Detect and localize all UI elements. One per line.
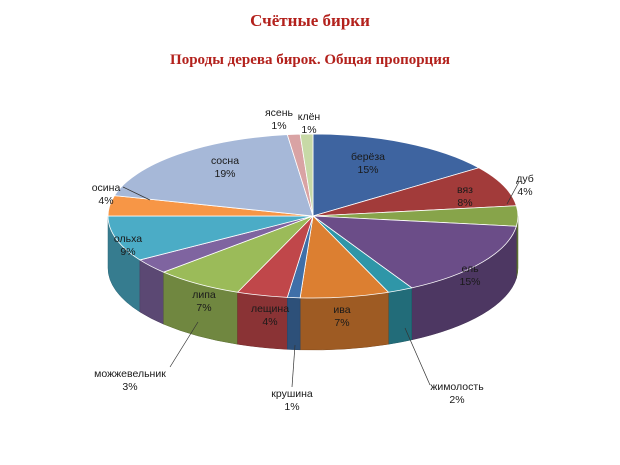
slice-percent-d18fd181d0b5d0bdd18c: 1%: [271, 120, 286, 132]
pie-tops: [107, 133, 519, 299]
slice-label-d0bbd0b8d0bfd0b0: липа: [192, 289, 216, 301]
slice-label-d0b1d0b5d180d191d0b7d0b0: берёза: [351, 151, 385, 163]
slice-percent-d0bad0bbd191d0bd: 1%: [301, 124, 316, 136]
pie-side-d0bad180d183d188d0b8d0bdd0b0: [287, 297, 301, 351]
leader-line: [122, 186, 151, 201]
slice-percent-d0b8d0b2d0b0: 7%: [334, 317, 349, 329]
slice-label-d0b6d0b8d0bcd0bed0bbd0bed181d182d18c: жимолость: [430, 381, 484, 393]
slice-label-d0bad180d183d188d0b8d0bdd0b0: крушина: [271, 388, 313, 400]
slice-percent-d0bbd0b5d189d0b8d0bdd0b0: 4%: [262, 316, 277, 328]
slice-label-d0b8d0b2d0b0: ива: [333, 304, 350, 316]
leader-line: [404, 327, 431, 386]
slice-percent-d0bcd0bed0b6d0b6d0b5d0b2d0b5d0bbd18cd0bdd0b8d0ba: 3%: [122, 381, 137, 393]
slice-percent-d0bed181d0b8d0bdd0b0: 4%: [98, 195, 113, 207]
pie-slice-d0bad0bbd191d0bd: [299, 133, 314, 217]
slide-title: Счётные бирки: [250, 11, 370, 30]
slice-percent-d0bad180d183d188d0b8d0bdd0b0: 1%: [284, 401, 299, 413]
slice-percent-d0b1d0b5d180d191d0b7d0b0: 15%: [357, 164, 378, 176]
leader-line: [506, 181, 520, 205]
slice-label-d0bed181d0b8d0bdd0b0: осина: [92, 182, 121, 194]
pie-slice-d0b2d18fd0b7: [312, 167, 517, 217]
slice-label-d181d0bed181d0bdd0b0: сосна: [211, 155, 239, 167]
slice-percent-d0bbd0b8d0bfd0b0: 7%: [196, 302, 211, 314]
slice-label-d0b5d0bbd18c: ель: [461, 263, 479, 275]
pie-sides: [107, 215, 519, 351]
slice-label-d0bad0bbd191d0bd: клён: [298, 111, 321, 123]
pie-slice-d0b5d0bbd18c: [311, 215, 517, 289]
pie-slice-d181d0bed181d0bdd0b0: [113, 134, 314, 217]
pie-slice-d0b1d0b5d180d191d0b7d0b0: [312, 133, 480, 217]
slice-label-d0bed0bbd18cd185d0b0: ольха: [114, 233, 142, 245]
slice-percent-d0bed0bbd18cd185d0b0: 9%: [120, 246, 135, 258]
chart-title: Породы дерева бирок. Общая пропорция: [170, 52, 450, 68]
pie-labels: берёза15%вяз8%дуб4%ель15%жимолость2%ива7…: [92, 107, 534, 413]
slice-label-d0bcd0bed0b6d0b6d0b5d0b2d0b5d0bbd18cd0bdd0b8d0ba: можжевельник: [94, 368, 166, 380]
slice-label-d0bbd0b5d189d0b8d0bdd0b0: лещина: [251, 303, 289, 315]
slice-percent-d0b4d183d0b1: 4%: [517, 186, 532, 198]
slice-percent-d181d0bed181d0bdd0b0: 19%: [214, 168, 235, 180]
pie-slice-d0bed0bbd18cd185d0b0: [107, 215, 314, 261]
slice-percent-d0b5d0bbd18c: 15%: [459, 276, 480, 288]
slice-percent-d0b2d18fd0b7: 8%: [457, 197, 472, 209]
slice-percent-d0b6d0b8d0bcd0bed0bbd0bed181d182d18c: 2%: [449, 394, 464, 406]
slice-label-d18fd181d0b5d0bdd18c: ясень: [265, 107, 294, 119]
slice-label-d0b4d183d0b1: дуб: [516, 173, 534, 185]
leader-line: [291, 344, 296, 388]
leader-line: [169, 321, 199, 368]
slice-label-d0b2d18fd0b7: вяз: [457, 184, 473, 196]
